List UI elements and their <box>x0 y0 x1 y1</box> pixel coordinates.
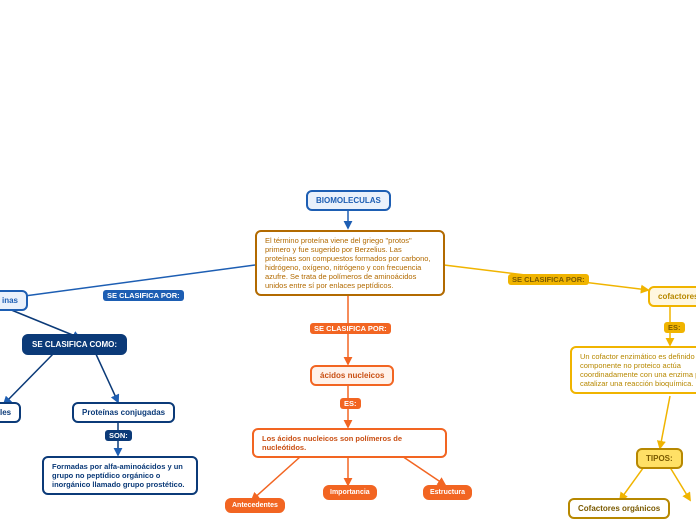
conjugadas-node[interactable]: Proteínas conjugadas <box>72 402 175 423</box>
clasifica-como-node[interactable]: SE CLASIFICA COMO: <box>22 334 127 355</box>
acidos-desc-node[interactable]: Los ácidos nucleicos son polímeros de nu… <box>252 428 447 458</box>
les-node[interactable]: les <box>0 402 21 423</box>
inas-node[interactable]: inas <box>0 290 28 311</box>
edge-label-right: SE CLASIFICA POR: <box>508 274 589 285</box>
cofactores-node[interactable]: cofactores <box>648 286 696 307</box>
antecedentes-node[interactable]: Antecedentes <box>225 498 285 513</box>
conjugadas-desc-node[interactable]: Formadas por alfa-aminoácidos y un grupo… <box>42 456 198 495</box>
edge-label-es-c: ES: <box>340 398 361 409</box>
edge-label-es-r: ES: <box>664 322 685 333</box>
tipos-node[interactable]: TIPOS: <box>636 448 683 469</box>
cof-org-node[interactable]: Cofactores orgánicos <box>568 498 670 519</box>
root-node[interactable]: BIOMOLECULAS <box>306 190 391 211</box>
edge-label-son: SON: <box>105 430 132 441</box>
cofactores-desc-node[interactable]: Un cofactor enzimático es definido compo… <box>570 346 696 394</box>
edge-label-center: SE CLASIFICA POR: <box>310 323 391 334</box>
importancia-node[interactable]: Importancia <box>323 485 377 500</box>
protein-desc-node[interactable]: El término proteína viene del griego "pr… <box>255 230 445 296</box>
edge-label-left: SE CLASIFICA POR: <box>103 290 184 301</box>
acidos-node[interactable]: ácidos nucleicos <box>310 365 394 386</box>
estructura-node[interactable]: Estructura <box>423 485 472 500</box>
